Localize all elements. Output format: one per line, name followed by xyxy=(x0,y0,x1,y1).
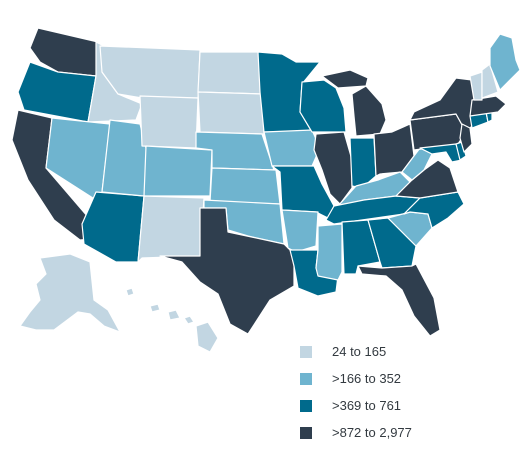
legend-label: 24 to 165 xyxy=(332,344,387,359)
state-mi-up xyxy=(321,69,369,89)
state-mt xyxy=(99,45,201,99)
state-az xyxy=(81,191,145,263)
state-tx xyxy=(159,207,295,335)
legend-swatch xyxy=(300,426,312,439)
state-wy xyxy=(139,95,199,149)
state-mi xyxy=(351,85,387,137)
state-ak xyxy=(19,253,121,333)
state-in xyxy=(349,137,377,189)
legend-swatch xyxy=(300,372,312,385)
map-legend: 24 to 165 >166 to 352 >369 to 761 >872 t… xyxy=(300,338,412,446)
state-vt xyxy=(469,71,483,101)
state-nh xyxy=(481,63,499,99)
state-ma xyxy=(469,95,507,117)
legend-label: >369 to 761 xyxy=(332,398,402,413)
state-co xyxy=(143,145,213,197)
state-sd xyxy=(197,91,265,135)
legend-swatch xyxy=(300,399,312,412)
legend-swatch xyxy=(300,345,312,358)
legend-label: >872 to 2,977 xyxy=(332,425,412,440)
state-ia xyxy=(263,129,321,167)
state-nd xyxy=(197,51,263,95)
legend-item: 24 to 165 xyxy=(300,338,412,365)
legend-item: >872 to 2,977 xyxy=(300,419,412,446)
state-de xyxy=(455,141,467,161)
state-nj xyxy=(459,123,473,153)
state-nm xyxy=(137,195,205,263)
state-hi xyxy=(149,303,219,353)
state-ks xyxy=(209,167,281,205)
legend-item: >369 to 761 xyxy=(300,392,412,419)
state-ms xyxy=(315,223,343,281)
legend-item: >166 to 352 xyxy=(300,365,412,392)
state-ar xyxy=(281,209,319,253)
state-hi-small xyxy=(125,287,135,297)
legend-label: >166 to 352 xyxy=(332,371,402,386)
state-me xyxy=(489,33,521,91)
state-fl xyxy=(357,263,441,337)
state-wi xyxy=(299,79,347,133)
